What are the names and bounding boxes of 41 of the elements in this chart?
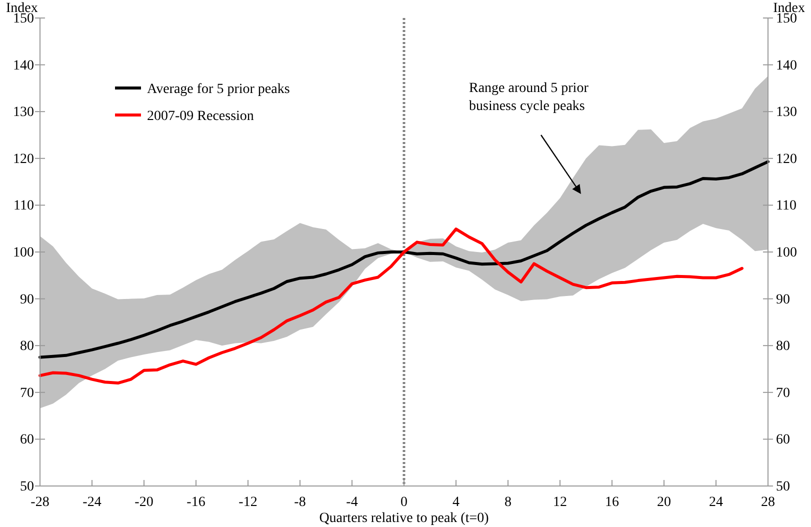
- y-tick-label: 60: [20, 432, 34, 448]
- x-tick-label: -12: [238, 494, 258, 510]
- y-tick-label: 50: [20, 479, 34, 494]
- y2-tick-label: 60: [776, 432, 790, 448]
- y-tick-label: 110: [14, 198, 34, 214]
- x-tick-label: 0: [400, 494, 408, 510]
- y2-tick-label: 80: [776, 339, 790, 354]
- y2-tick-label: 70: [776, 386, 790, 401]
- y-tick-label: 90: [20, 292, 34, 308]
- legend-label: Average for 5 prior peaks: [147, 82, 290, 97]
- y-tick-label: 120: [13, 152, 34, 167]
- y2-tick-label: 100: [776, 245, 797, 260]
- x-tick-label: 28: [761, 494, 775, 510]
- x-tick-label: -28: [30, 494, 50, 510]
- y-tick-label: 140: [13, 58, 34, 74]
- x-tick-label: -16: [186, 494, 206, 510]
- x-tick-label: -8: [294, 494, 306, 510]
- y2-tick-label: 130: [776, 105, 797, 120]
- y-tick-label: 100: [13, 245, 34, 260]
- y-tick-label: 80: [20, 339, 34, 354]
- x-tick-label: -20: [134, 494, 154, 510]
- y2-tick-label: 50: [776, 479, 790, 494]
- annotation: Range around 5 prior business cycle peaks: [469, 81, 589, 114]
- x-tick-label: 20: [657, 494, 671, 510]
- y-tick-label: 130: [13, 105, 34, 120]
- line-series: [38, 160, 770, 359]
- x-tick-label: 16: [605, 494, 619, 510]
- y2-tick-label: 120: [776, 152, 797, 167]
- legend-label: 2007-09 Recession: [147, 109, 254, 124]
- x-tick-label: 4: [452, 494, 460, 510]
- y-tick-label: 70: [20, 386, 34, 401]
- y2-tick-label: 110: [776, 198, 796, 214]
- y2-tick-label: 90: [776, 292, 790, 308]
- x-axis-title: Quarters relative to peak (t=0): [319, 511, 490, 526]
- x-tick-label: -24: [82, 494, 102, 510]
- x-tick-label: 12: [553, 494, 567, 510]
- x-tick-label: -4: [346, 494, 358, 510]
- x-tick-label: 8: [504, 494, 512, 510]
- x-tick-label: 24: [709, 494, 723, 510]
- y2-tick-label: 140: [776, 58, 797, 74]
- line-series: [38, 228, 744, 385]
